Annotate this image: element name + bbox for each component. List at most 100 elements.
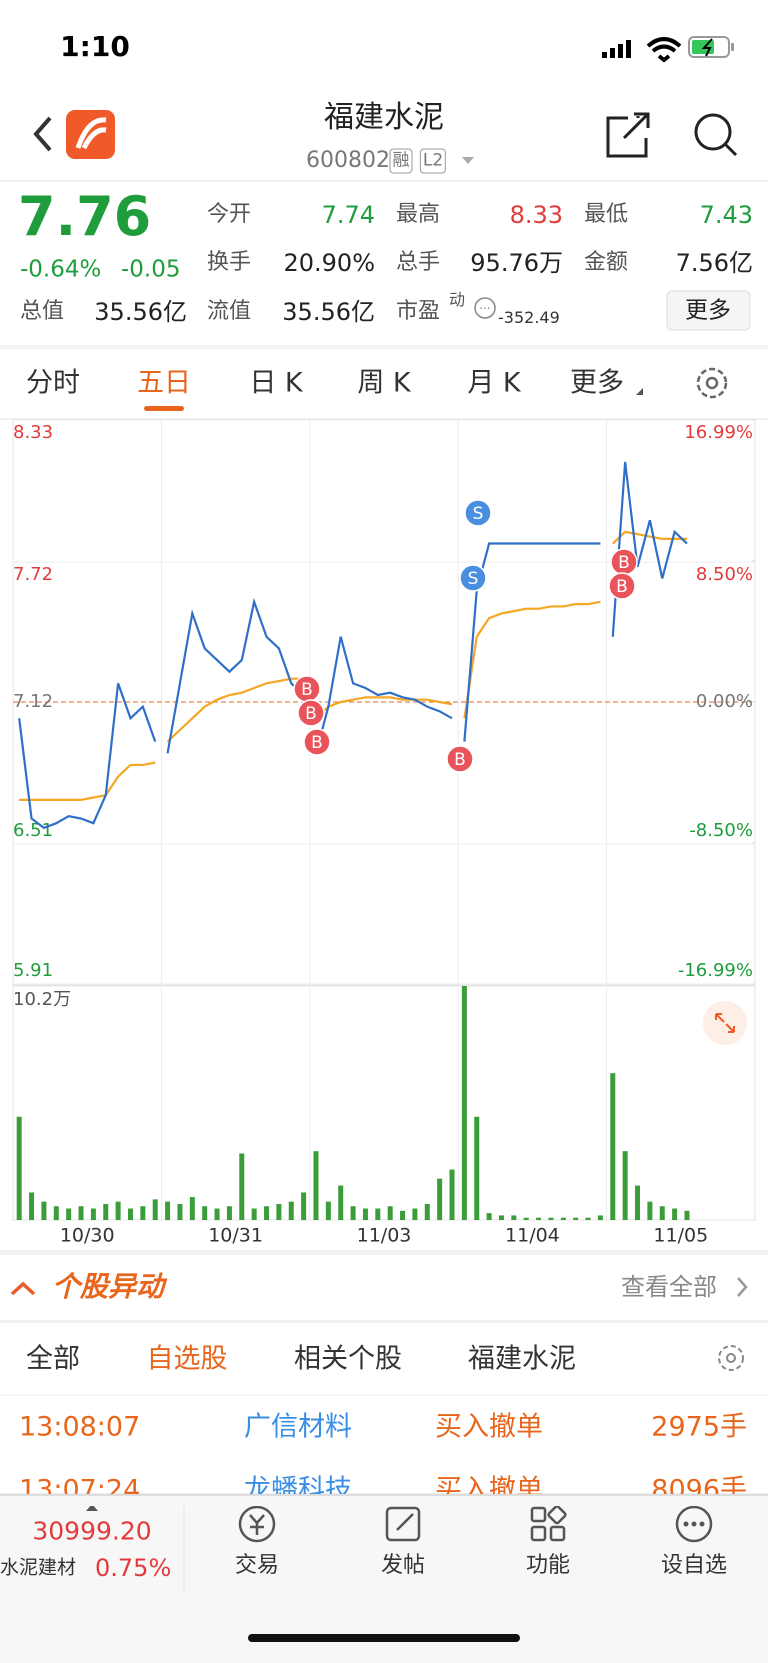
chart-tab[interactable]: 月 K <box>467 367 521 399</box>
trade-marker <box>464 499 492 527</box>
volume-bar <box>424 1203 430 1220</box>
more-button-label[interactable]: 更多 <box>685 297 731 324</box>
volume-bar <box>375 1208 381 1220</box>
x-tick-label: 11/04 <box>505 1225 560 1247</box>
expand-arrow[interactable] <box>86 1504 98 1511</box>
field-label: 最低 <box>584 202 629 227</box>
price-line <box>314 636 453 754</box>
volume-bar <box>177 1203 183 1220</box>
view-all[interactable]: 查看全部 <box>621 1273 717 1301</box>
chart-tab[interactable]: 五日 <box>137 367 191 399</box>
volume-bar <box>635 1185 641 1220</box>
chart: 8.33 16.99% 7.72 8.50% 7.12 0.00% 6.51 -8.50% 5.… <box>12 419 756 1247</box>
chevron[interactable] <box>737 1277 748 1297</box>
volume-bar <box>498 1215 504 1220</box>
trade-marker <box>297 699 325 727</box>
nav-item[interactable]: 发帖 <box>380 1553 426 1578</box>
avg-price-line <box>315 696 453 720</box>
price-line <box>166 597 305 754</box>
volume-bar <box>140 1206 146 1220</box>
info-dots: ··· <box>479 302 490 316</box>
field-label: 流值 <box>207 299 252 324</box>
avg-price-line <box>166 677 304 743</box>
field-value: 35.56亿 <box>282 298 375 326</box>
volume-bar <box>16 1116 22 1220</box>
event-volume: 2975手 <box>651 1411 747 1443</box>
expand-button[interactable] <box>703 1001 747 1045</box>
volume-bar <box>362 1208 368 1220</box>
change-amount: -0.05 <box>121 256 181 283</box>
dropdown-arrow[interactable] <box>462 157 474 164</box>
badge: L2 <box>419 148 447 174</box>
search-button[interactable] <box>694 113 738 157</box>
nav-item[interactable]: 交易 <box>234 1553 280 1578</box>
more-button[interactable] <box>666 290 751 331</box>
volume-bar <box>659 1206 665 1220</box>
volume-bar <box>400 1210 406 1220</box>
price-line <box>611 461 688 637</box>
chart-tab[interactable]: 更多 <box>570 367 624 399</box>
status-time: 1:10 <box>60 30 130 63</box>
share-button[interactable] <box>606 112 650 158</box>
settings-icon[interactable] <box>718 1345 744 1371</box>
volume-bar <box>103 1203 109 1220</box>
field-value: 35.56亿 <box>94 298 187 326</box>
volume-bar <box>597 1215 603 1220</box>
filter-tab[interactable]: 相关个股 <box>294 1343 402 1375</box>
pe-superscript: 动 <box>449 290 466 309</box>
y2-tick-label: 8.50% <box>696 564 753 585</box>
info-icon[interactable] <box>474 297 496 319</box>
back-button[interactable] <box>33 116 52 152</box>
filter-tab[interactable]: 全部 <box>26 1343 80 1375</box>
avg-price-line <box>19 761 156 801</box>
field-value: 8.33 <box>509 201 563 229</box>
chart-tab[interactable]: 周 K <box>357 367 411 399</box>
field-label: 总手 <box>396 250 441 275</box>
field-label: 换手 <box>207 250 252 275</box>
x-tick-label: 11/05 <box>653 1225 708 1247</box>
filter-tab[interactable]: 自选股 <box>146 1343 228 1375</box>
chart-tab[interactable]: 日 K <box>249 367 303 399</box>
volume-bar <box>622 1151 628 1220</box>
volume-bar <box>202 1206 208 1220</box>
y-tick-label: 8.33 <box>13 422 53 443</box>
volume-bar <box>585 1217 591 1220</box>
y2-tick-label: 16.99% <box>684 422 753 443</box>
event-stock[interactable]: 广信材料 <box>244 1411 352 1443</box>
x-tick-label: 11/03 <box>357 1225 412 1247</box>
divider <box>0 1320 768 1323</box>
price-line <box>18 682 157 830</box>
volume-bar <box>264 1206 270 1220</box>
volume-bar <box>536 1217 542 1220</box>
field-label: 市盈 <box>396 299 441 324</box>
volume-bar <box>684 1210 690 1220</box>
settings-icon[interactable] <box>696 367 728 399</box>
volume-bar <box>523 1217 529 1220</box>
index-value: 30999.20 <box>32 1516 152 1546</box>
volume-bar <box>647 1201 653 1220</box>
nav-item[interactable]: 设自选 <box>660 1553 728 1578</box>
volume-bar <box>486 1213 492 1220</box>
nav-item[interactable]: 功能 <box>525 1553 571 1578</box>
y-tick-label: 6.51 <box>13 820 53 841</box>
collapse-icon[interactable] <box>10 1281 36 1296</box>
volume-bar <box>29 1192 35 1220</box>
home-indicator <box>248 1634 520 1642</box>
volume-bar <box>437 1178 443 1220</box>
filter-tab[interactable]: 福建水泥 <box>468 1343 576 1375</box>
volume-bar <box>350 1206 356 1220</box>
volume-bar <box>251 1208 257 1220</box>
trade-marker-label: S <box>468 569 479 589</box>
volume-bar <box>226 1206 232 1220</box>
x-tick-label: 10/30 <box>60 1225 115 1247</box>
chart-tab[interactable]: 分时 <box>26 367 80 399</box>
volume-bar <box>165 1201 171 1220</box>
volume-bar <box>127 1208 133 1220</box>
volume-bar <box>276 1203 282 1220</box>
volume-bar <box>288 1201 294 1220</box>
bottom-bar-mask <box>0 1496 768 1506</box>
volume-bar <box>53 1206 59 1220</box>
y2-tick-label: 0.00% <box>696 691 753 712</box>
